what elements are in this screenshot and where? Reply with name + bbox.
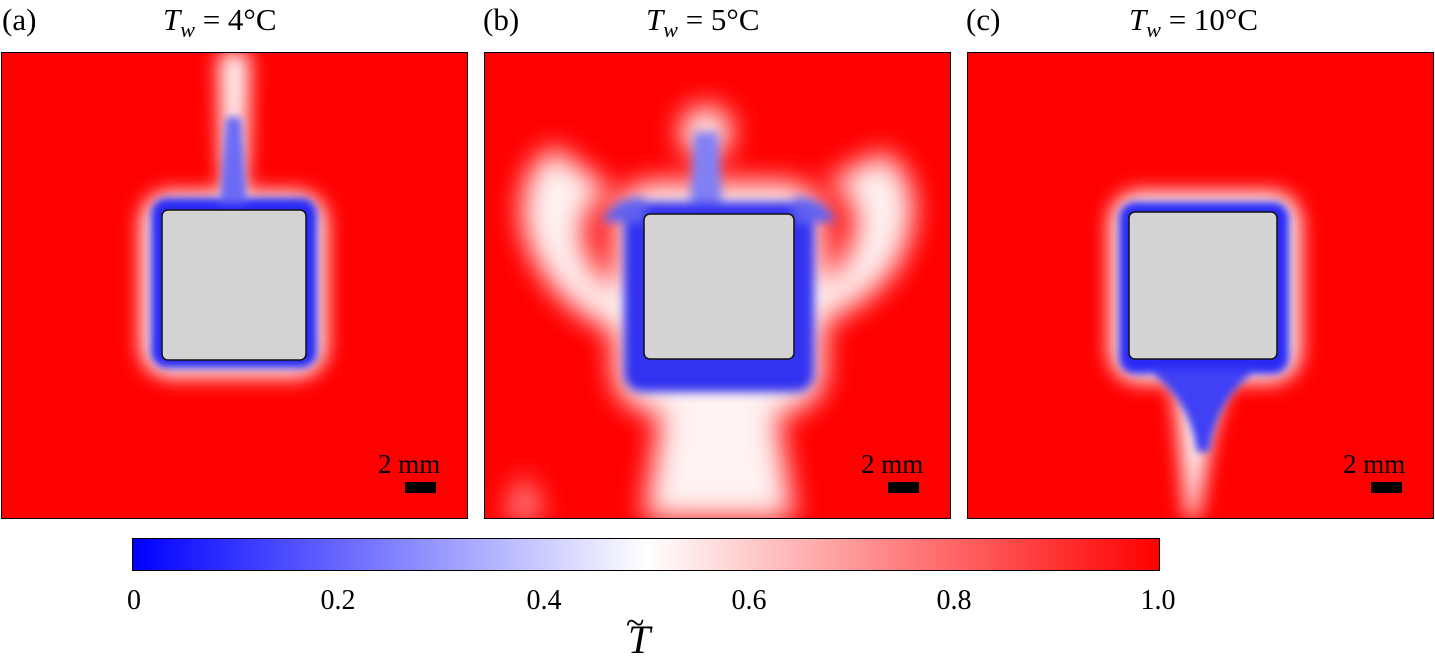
panel-b-label: (b) [483,2,520,37]
panel-c-scale-bar [1371,482,1402,493]
panel-a-label: (a) [2,2,37,37]
colorbar-label: ~ T [626,605,650,662]
colorbar [132,538,1160,571]
panel-c-label: (c) [966,2,1001,37]
panel-a-title: Tw = 4°C [163,2,277,42]
colorbar-tick-0: 0 [127,585,141,616]
panel-c-scale-label: 2 mm [1343,449,1406,479]
panel-a-field [1,52,468,519]
colorbar-tick-02: 0.2 [320,585,356,616]
colorbar-label-accent: ~ [626,605,645,642]
panel-b-field [484,52,951,519]
colorbar-tick-04: 0.4 [526,585,562,616]
panel-a-scale-label: 2 mm [378,449,441,479]
colorbar-tick-06: 0.6 [731,585,767,616]
panel-b-scale-bar [888,482,919,493]
panel-b-scale-label: 2 mm [861,449,924,479]
colorbar-tick-10: 1.0 [1140,585,1176,616]
panel-a-scale-bar [405,482,436,493]
colorbar-tick-08: 0.8 [936,585,972,616]
panel-c-title: Tw = 10°C [1129,2,1258,42]
panel-b-title: Tw = 5°C [646,2,760,42]
panel-c-field [967,52,1434,519]
